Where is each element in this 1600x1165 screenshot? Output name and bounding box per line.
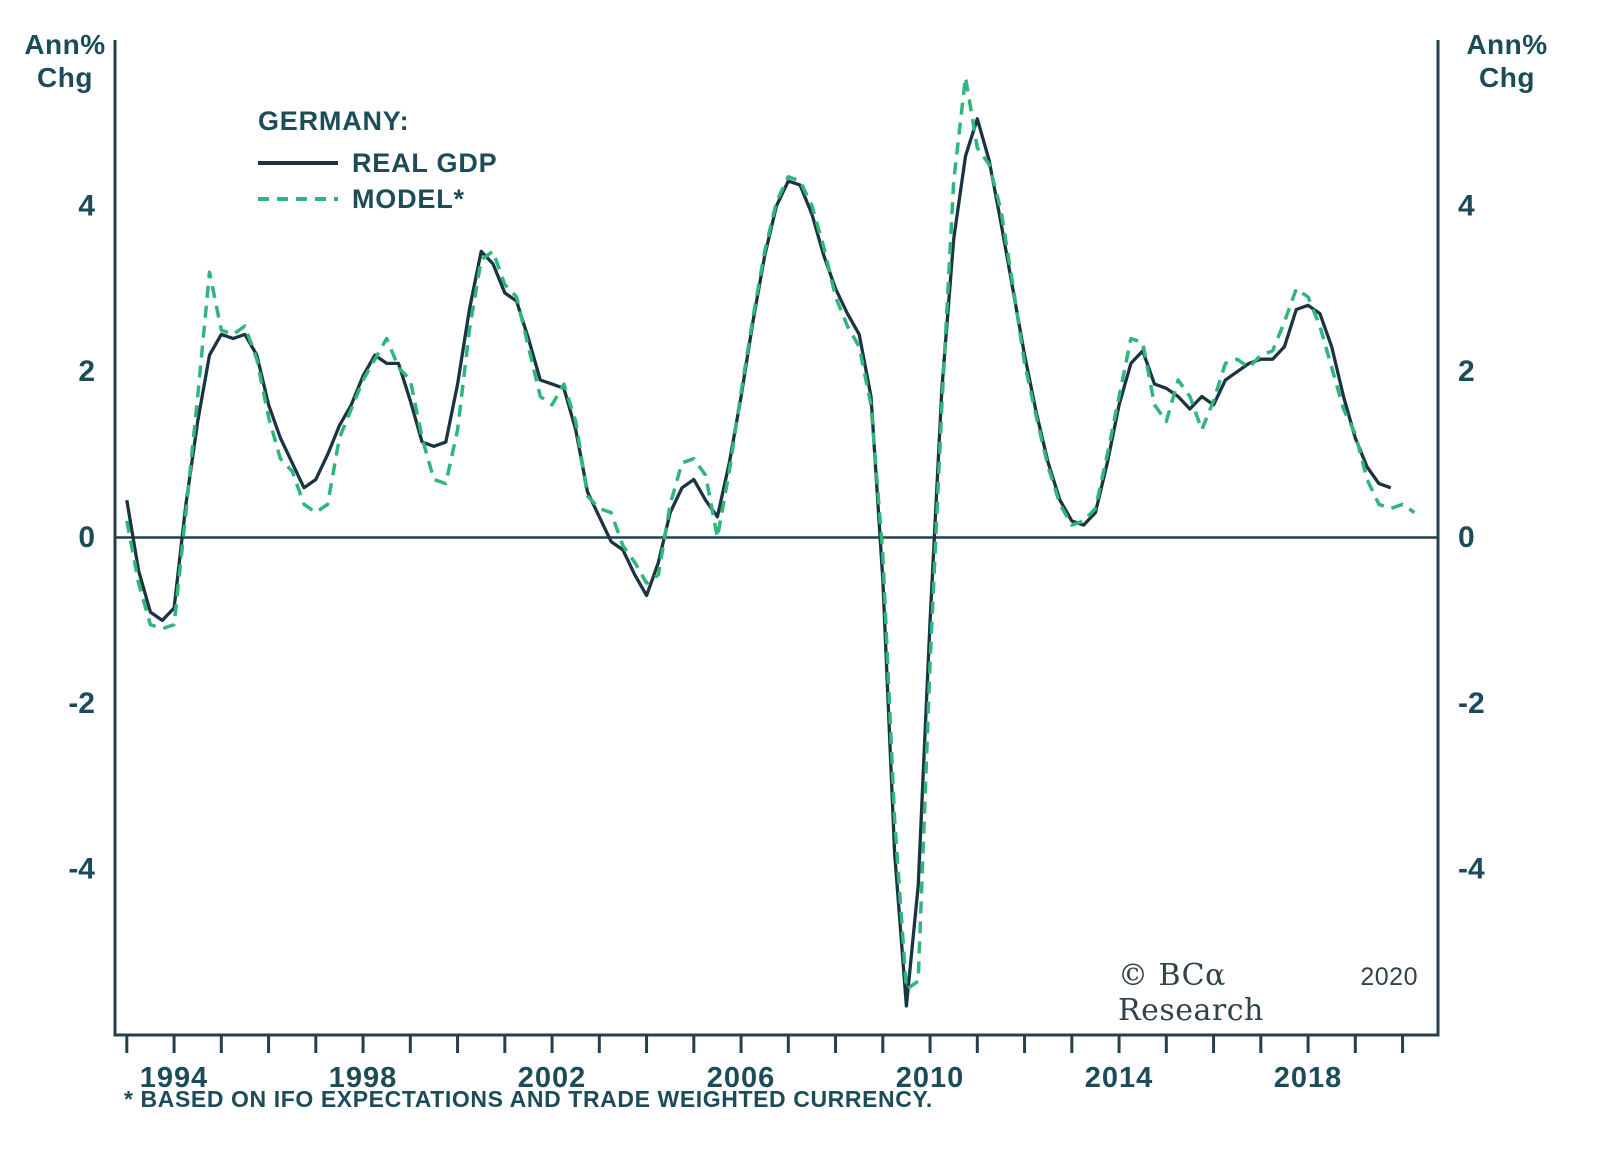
copyright-brand: © BCα Research: [1118, 958, 1264, 1028]
x-tick-label: 2006: [707, 1062, 776, 1094]
y-axis-unit-right: Ann% Chg: [1466, 29, 1548, 93]
y-tick-label-left: 4: [78, 189, 95, 222]
footnote: * BASED ON IFO EXPECTATIONS AND TRADE WE…: [124, 1086, 933, 1112]
x-tick-label: 2002: [518, 1062, 587, 1094]
model-line-sample: [258, 197, 338, 201]
y-tick-label-right: 4: [1458, 189, 1475, 222]
legend-item-real-gdp: REAL GDP: [258, 145, 497, 181]
x-tick-label: 1998: [329, 1062, 398, 1094]
real-gdp-line-sample: [258, 161, 338, 165]
y-tick-label-left: 0: [78, 521, 95, 554]
y-axis-unit-left: Ann% Chg: [24, 29, 106, 93]
copyright: © BCα Research 2020: [1118, 958, 1418, 1028]
legend: GERMANY: REAL GDP MODEL*: [258, 106, 497, 217]
y-tick-label-right: 0: [1458, 521, 1475, 554]
y-tick-label-right: 2: [1458, 355, 1475, 388]
x-tick-label: 2018: [1274, 1062, 1343, 1094]
legend-label-real-gdp: REAL GDP: [352, 147, 498, 178]
real-gdp-line: [125, 117, 1392, 1008]
legend-label-model: MODEL*: [352, 183, 465, 214]
model-line: [125, 75, 1416, 992]
y-tick-label-left: -4: [68, 853, 95, 886]
y-tick-label-left: 2: [78, 355, 95, 388]
x-tick-label: 1994: [140, 1062, 209, 1094]
copyright-year: 2020: [1360, 963, 1418, 991]
x-tick-label: 2014: [1085, 1062, 1154, 1094]
x-tick-label: 2010: [896, 1062, 965, 1094]
legend-title: GERMANY:: [258, 106, 410, 136]
y-tick-label-right: -2: [1458, 687, 1485, 720]
legend-item-model: MODEL*: [258, 181, 497, 217]
axis-frame: [113, 40, 1440, 1037]
y-tick-label-left: -2: [68, 687, 95, 720]
y-tick-label-right: -4: [1458, 853, 1485, 886]
